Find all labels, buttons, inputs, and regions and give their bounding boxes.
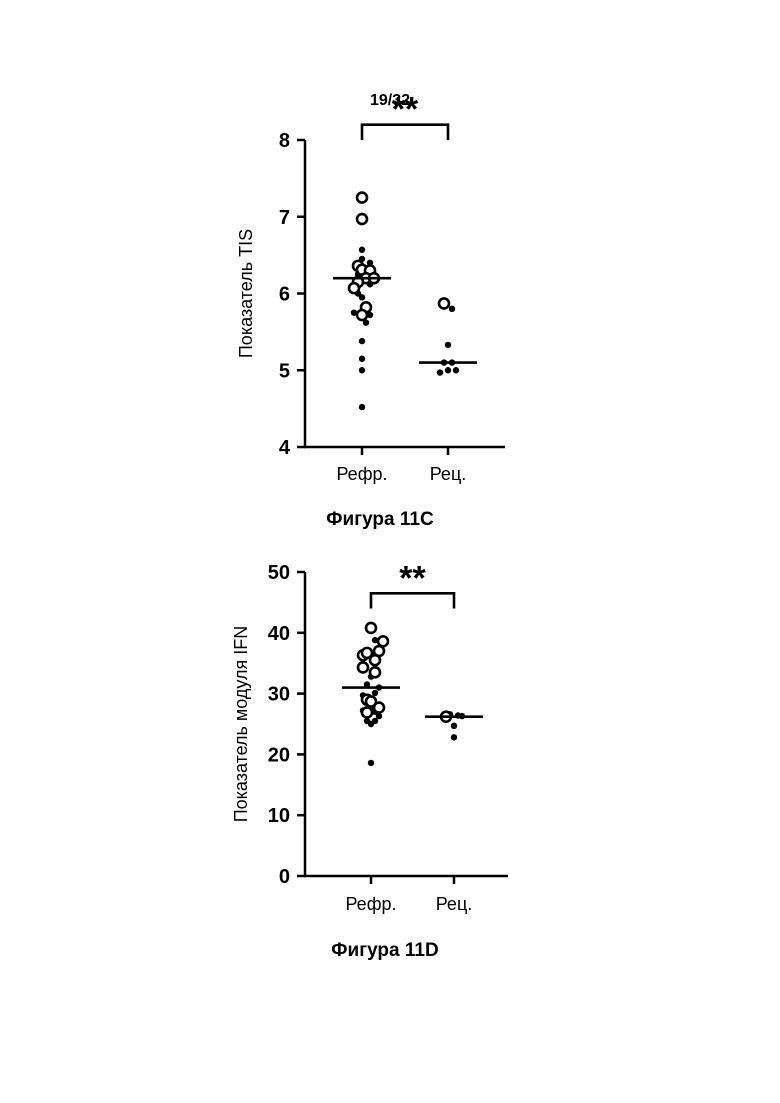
y-tick-label: 4 — [279, 437, 291, 459]
y-axis-title: Показатель модуля IFN — [231, 626, 251, 823]
y-tick-label: 6 — [279, 284, 290, 306]
y-tick-label: 30 — [268, 684, 290, 706]
y-tick-label: 8 — [279, 130, 290, 152]
data-point-filled — [437, 369, 443, 375]
x-tick-label: Рефр. — [345, 894, 396, 914]
y-tick-label: 50 — [268, 562, 290, 584]
data-point-open — [358, 662, 368, 672]
significance-label: ** — [399, 559, 426, 597]
significance-label: ** — [392, 91, 419, 129]
data-point-filled — [445, 342, 451, 348]
y-tick-label: 5 — [279, 360, 290, 382]
data-point-open — [374, 703, 384, 713]
data-point-filled — [359, 338, 365, 344]
y-tick-label: 40 — [268, 623, 290, 645]
data-point-open — [357, 214, 367, 224]
data-point-open — [370, 655, 380, 665]
y-tick-label: 10 — [268, 805, 290, 827]
data-point-open — [370, 667, 380, 677]
figure-caption-11d: Фигура 11D — [0, 940, 775, 962]
data-point-open — [349, 283, 359, 293]
data-point-filled — [449, 306, 455, 312]
y-tick-label: 7 — [279, 207, 290, 229]
chart-11c: 45678Рефр.Рец.Показатель TIS** — [0, 110, 780, 490]
data-point-filled — [359, 367, 365, 373]
data-point-filled — [453, 367, 459, 373]
data-point-filled — [368, 760, 374, 766]
data-point-filled — [359, 294, 365, 300]
data-point-open — [362, 707, 372, 717]
figure-caption-11c: Фигура 11C — [0, 509, 770, 531]
data-point-open — [366, 623, 376, 633]
x-tick-label: Рец. — [436, 894, 473, 914]
data-point-filled — [359, 404, 365, 410]
data-point-filled — [359, 247, 365, 253]
data-point-open — [439, 298, 449, 308]
data-point-filled — [372, 690, 378, 696]
chart-11d: 0 10 20 30 40 50 Рефр. Рец. Показатель модуля IF… — [0, 550, 780, 930]
data-point-open — [357, 310, 367, 320]
data-point-filled — [359, 356, 365, 362]
data-point-open — [357, 193, 367, 203]
y-tick-label: 20 — [268, 744, 290, 766]
data-point-filled — [451, 734, 457, 740]
x-tick-label: Рефр. — [336, 464, 387, 484]
data-point-filled — [445, 367, 451, 373]
x-tick-label: Рец. — [430, 464, 467, 484]
data-point-filled — [451, 723, 457, 729]
y-axis-title: Показатель TIS — [236, 229, 256, 358]
page-number: 19/32 — [0, 92, 780, 110]
y-tick-label: 0 — [279, 866, 290, 888]
